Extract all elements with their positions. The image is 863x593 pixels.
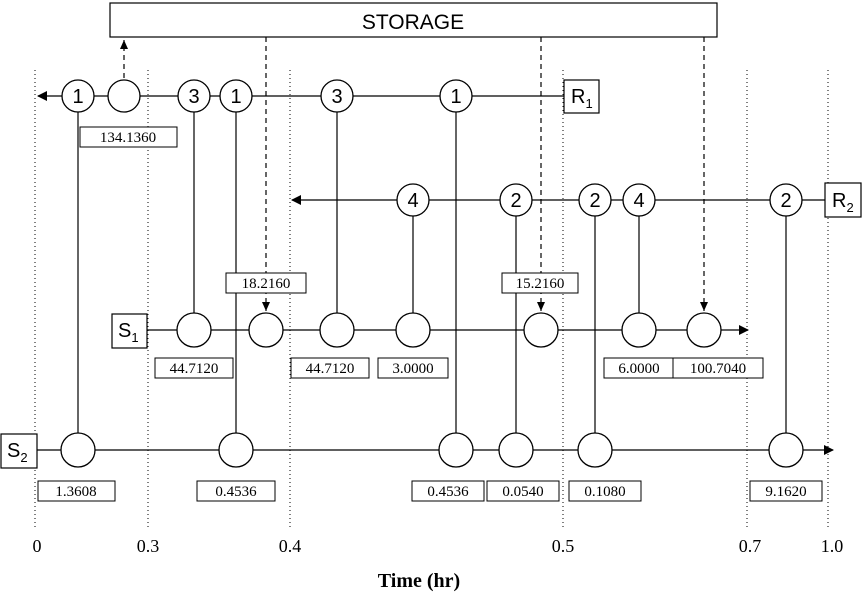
s1-node-1 [176, 312, 212, 348]
r1-nodes: 1 3 1 3 1 [61, 79, 473, 113]
tick-label-0.5: 0.5 [552, 536, 575, 556]
value-box-storage-in-a: 18.2160 [225, 272, 307, 294]
r1-node-1 [61, 79, 95, 113]
s2-node-2 [218, 432, 254, 468]
stream-label-s2: S2 [0, 433, 38, 469]
value-box-s1-1: 44.7120 [154, 357, 234, 379]
value-box-s1-2: 44.7120 [290, 357, 370, 379]
s1-node-2 [248, 312, 284, 348]
stream-lines [35, 91, 834, 455]
tick-label-0.4: 0.4 [279, 536, 302, 556]
value-box-s1-3: 3.0000 [377, 357, 449, 379]
value-box-s1-5: 100.7040 [672, 357, 764, 379]
svg-text:R2: R2 [832, 190, 854, 215]
value-box-s2-6: 9.1620 [749, 480, 823, 502]
svg-text:44.7120: 44.7120 [306, 361, 355, 377]
r2-node-4-label: 4 [633, 190, 644, 212]
time-axis-title: Time (hr) [378, 570, 460, 592]
value-box-s2-1: 1.3608 [37, 480, 116, 502]
r1-node-4-label: 1 [230, 86, 241, 108]
s2-nodes [60, 432, 804, 468]
svg-text:9.1620: 9.1620 [765, 484, 806, 500]
r1-node-3-label: 3 [188, 86, 199, 108]
storage-flows [120, 37, 708, 311]
s1-node-3 [319, 312, 355, 348]
storage-label: STORAGE [362, 11, 464, 34]
svg-text:44.7120: 44.7120 [170, 361, 219, 377]
svg-text:R1: R1 [571, 86, 593, 111]
s1-nodes [176, 312, 722, 348]
value-box-s2-4: 0.0540 [486, 480, 560, 502]
stream-label-s1: S1 [111, 313, 148, 349]
s2-node-6 [768, 432, 804, 468]
r1-node-2 [107, 79, 141, 113]
r2-node-5 [769, 183, 803, 217]
svg-text:100.7040: 100.7040 [690, 361, 746, 377]
svg-text:6.0000: 6.0000 [618, 361, 659, 377]
r2-node-4 [622, 183, 656, 217]
r1-node-3 [177, 79, 211, 113]
r2-node-1-label: 4 [407, 190, 418, 212]
value-box-s2-2: 0.4536 [196, 480, 276, 502]
s2-node-5 [577, 432, 613, 468]
svg-text:3.0000: 3.0000 [392, 361, 433, 377]
tick-label-0.3: 0.3 [137, 536, 160, 556]
tick-label-0: 0 [33, 536, 42, 556]
value-box-s1-4: 6.0000 [603, 357, 675, 379]
svg-text:S2: S2 [7, 440, 28, 465]
match-lines [77, 96, 787, 450]
stream-label-r2: R2 [824, 182, 862, 218]
stream-label-r1: R1 [563, 79, 600, 114]
r1-node-6-label: 1 [450, 86, 461, 108]
r1-node-4 [219, 79, 253, 113]
value-box-storage-in-b: 15.2160 [501, 272, 579, 294]
svg-text:S1: S1 [118, 320, 139, 345]
svg-text:0.4536: 0.4536 [427, 484, 469, 500]
value-boxes: 134.1360 18.2160 15.2160 44.7120 44.7120… [37, 126, 823, 502]
r1-node-5-label: 3 [331, 86, 342, 108]
svg-text:0.4536: 0.4536 [215, 484, 257, 500]
svg-text:18.2160: 18.2160 [242, 276, 291, 292]
storage-box: STORAGE [109, 2, 718, 38]
svg-text:1.3608: 1.3608 [55, 484, 96, 500]
r1-node-1-label: 1 [72, 86, 83, 108]
svg-text:0.0540: 0.0540 [502, 484, 543, 500]
svg-text:15.2160: 15.2160 [516, 276, 565, 292]
r2-node-2-label: 2 [510, 190, 521, 212]
r2-node-3 [578, 183, 612, 217]
s1-node-7 [686, 312, 722, 348]
s1-node-5 [523, 312, 559, 348]
s2-node-4 [498, 432, 534, 468]
value-box-storage-out: 134.1360 [79, 126, 178, 148]
svg-text:0.1080: 0.1080 [584, 484, 625, 500]
r1-node-6 [439, 79, 473, 113]
tick-label-1.0: 1.0 [821, 536, 844, 556]
r1-node-5 [320, 79, 354, 113]
tick-label-0.7: 0.7 [739, 536, 762, 556]
svg-text:134.1360: 134.1360 [100, 130, 156, 146]
s2-node-1 [60, 432, 96, 468]
r2-node-3-label: 2 [589, 190, 600, 212]
time-axis: 0 0.3 0.4 0.5 0.7 1.0 Time (hr) [33, 536, 844, 592]
value-box-s2-3: 0.4536 [411, 480, 485, 502]
s2-node-3 [438, 432, 474, 468]
s1-node-4 [395, 312, 431, 348]
r2-nodes: 4 2 2 4 2 [396, 183, 803, 217]
r2-node-2 [499, 183, 533, 217]
value-box-s2-5: 0.1080 [568, 480, 642, 502]
s1-node-6 [621, 312, 657, 348]
r2-node-5-label: 2 [780, 190, 791, 212]
r2-node-1 [396, 183, 430, 217]
